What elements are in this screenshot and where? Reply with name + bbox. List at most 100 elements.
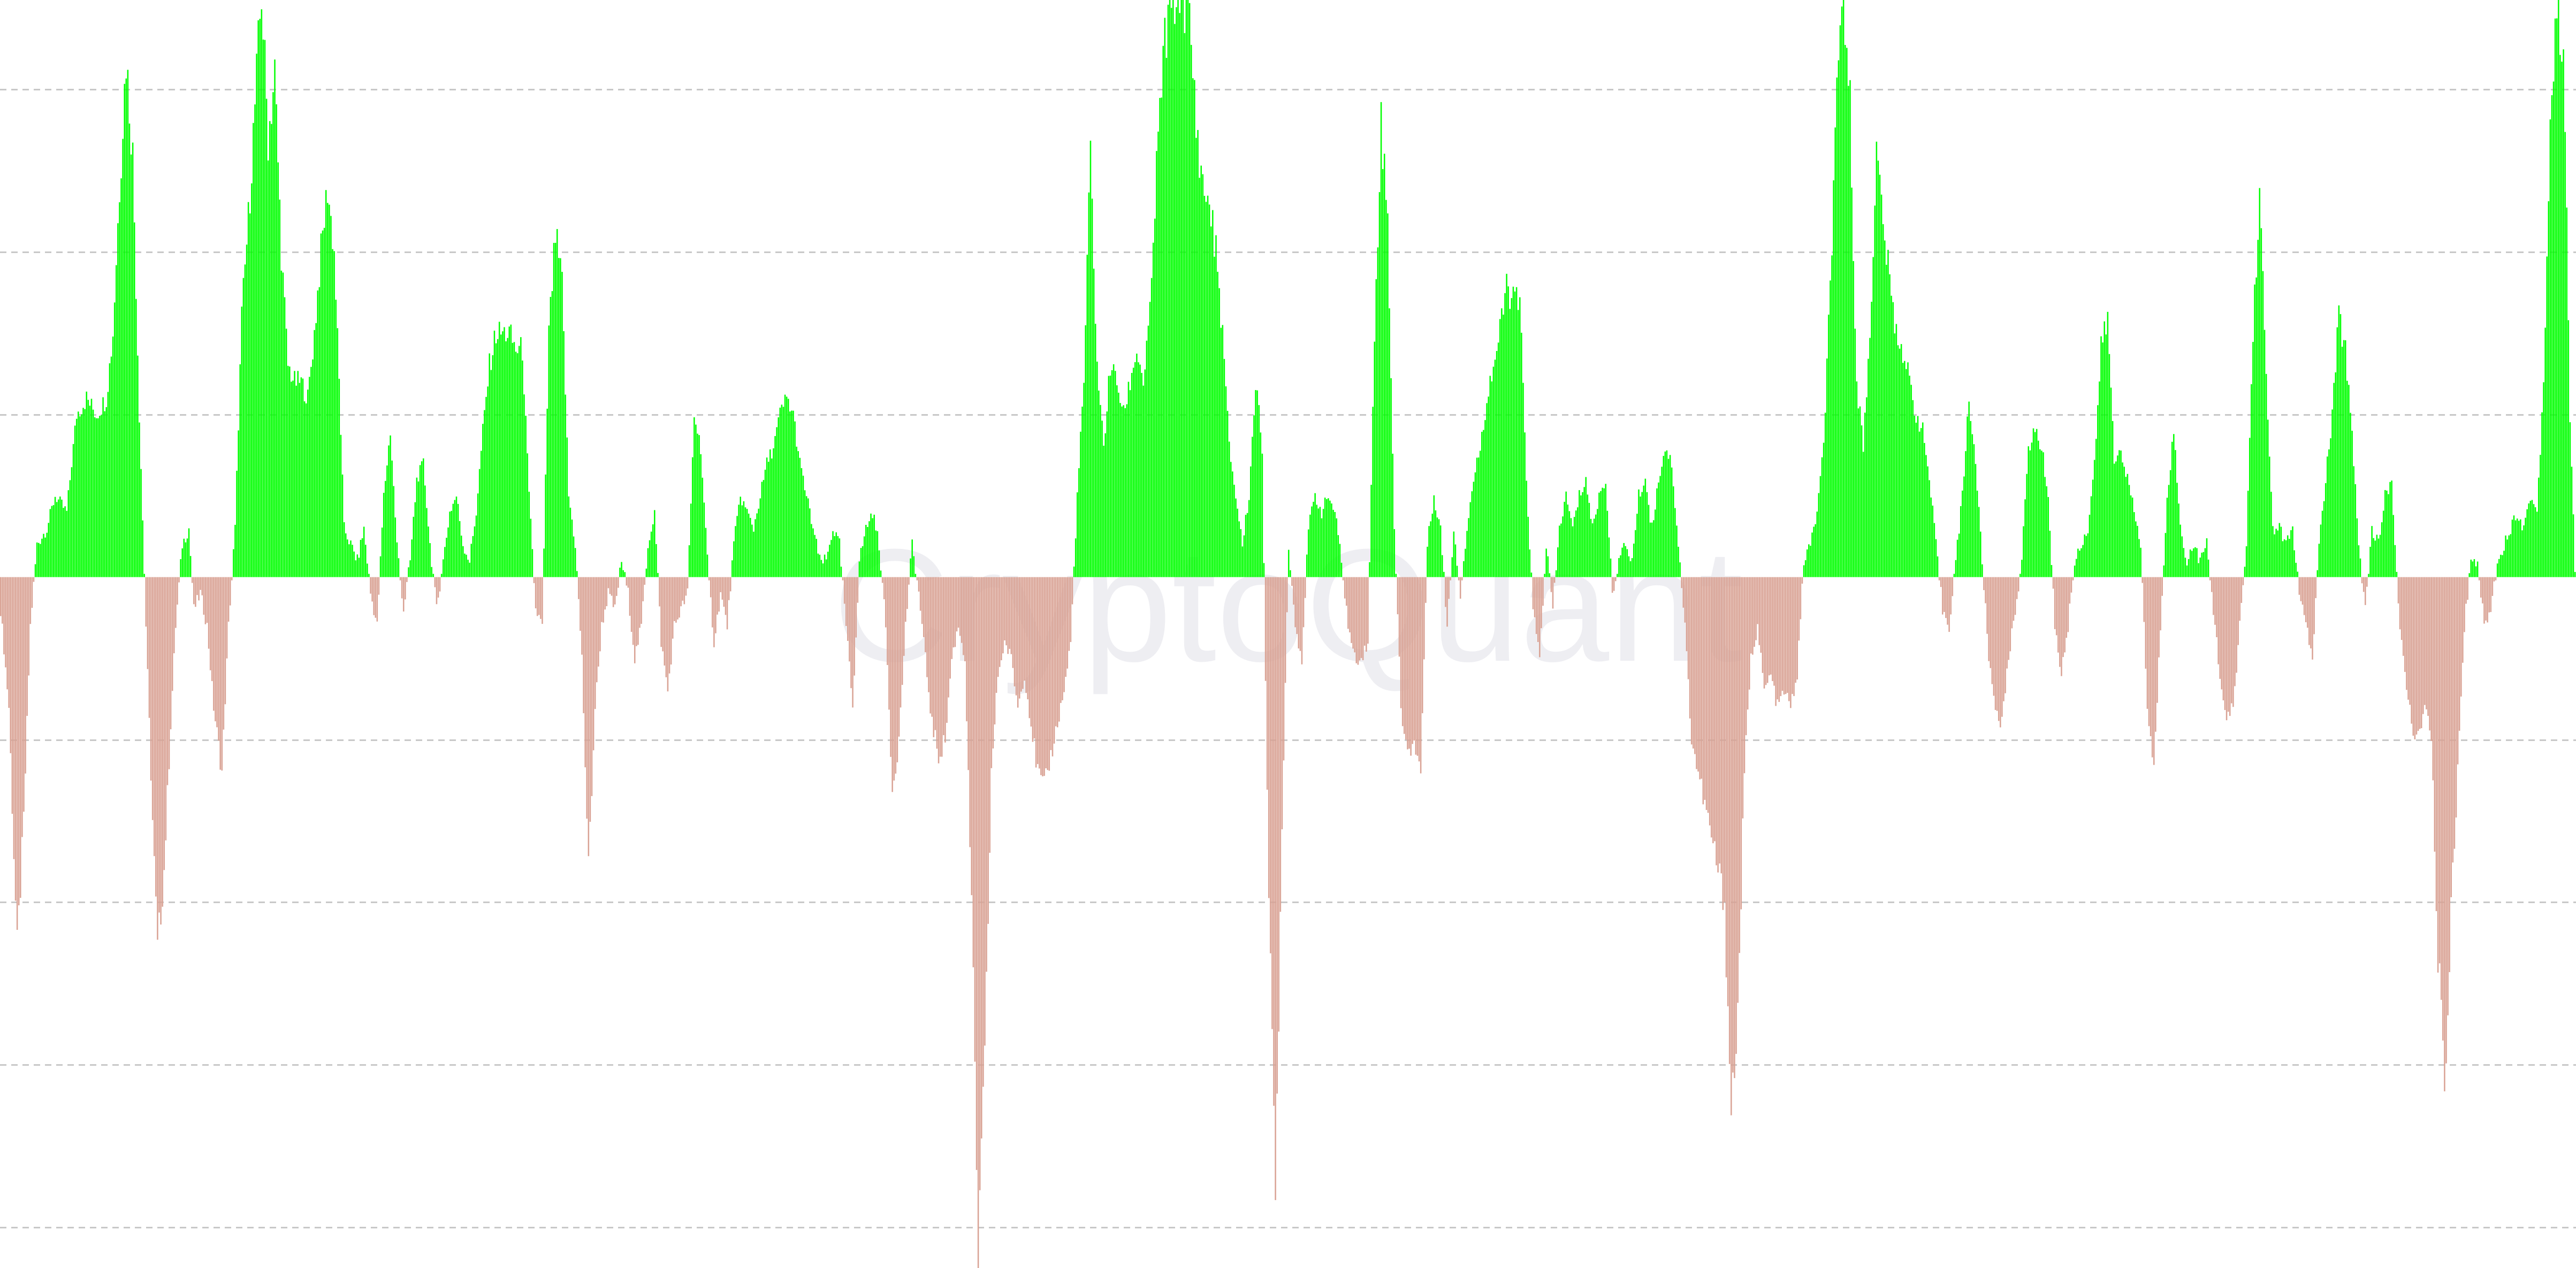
bar [2166,498,2168,577]
bar [2069,577,2071,604]
bar [58,499,59,577]
bar [303,401,306,577]
bar [702,477,704,577]
bar [1068,577,1070,651]
bar [1788,577,1790,701]
bar [158,577,160,913]
bar [1056,577,1058,728]
bar [1570,518,1572,577]
bar [238,430,239,577]
bar [1716,577,1717,866]
bar [2500,554,2502,577]
bar [668,577,670,674]
bar [437,577,439,598]
bar [1232,471,1233,577]
bar [2123,467,2125,577]
bar [1882,224,1884,577]
bar [160,577,162,925]
bar [2445,577,2447,1064]
bar [1169,0,1171,577]
bar [901,577,903,685]
bar [2523,525,2525,577]
bar [2331,409,2333,577]
bar [659,577,660,607]
bar [148,577,150,718]
bar [2379,534,2381,577]
bar [345,533,347,577]
bar [2404,577,2406,672]
bar [951,577,953,659]
bar [1005,577,1007,646]
bar [1004,577,1005,640]
bar [1757,577,1758,624]
bar [485,396,487,577]
bar [964,577,966,661]
bar [482,424,484,577]
bar [986,577,987,972]
bar [1534,577,1536,617]
bar [1932,506,1934,577]
bar [257,20,259,577]
bar [1283,577,1285,761]
bar [75,418,78,577]
bar [2358,545,2360,577]
bar [1157,131,1159,577]
bar [2070,577,2072,593]
bar [890,577,891,757]
bar [1415,577,1417,755]
bar [698,435,700,577]
bar [41,538,43,577]
bar [1811,532,1813,577]
bar [135,299,137,577]
bar [1147,325,1149,577]
bar [188,528,190,577]
bar [1273,577,1275,1106]
bar [918,577,920,592]
bar [2104,321,2105,577]
bar [548,325,550,577]
bar [2438,577,2441,964]
bar [1428,526,1430,577]
bar [394,517,397,577]
bar [2234,577,2236,686]
bar [2470,560,2472,577]
bar [2207,559,2209,577]
bar [402,577,405,612]
bar [191,577,193,583]
bar [538,577,540,615]
bar [1418,577,1420,762]
bar [502,331,504,577]
bar [1185,0,1187,577]
bar [1762,577,1764,673]
bar [1439,525,1442,577]
bar [10,577,12,753]
bar [825,559,827,577]
bar [2024,499,2026,577]
bar [2267,419,2269,577]
bar [1509,309,1511,577]
bar [708,577,710,580]
bar [1971,434,1973,577]
bar [1737,577,1739,1003]
bar [1849,80,1851,577]
bar [1136,353,1138,577]
bar [1687,577,1689,679]
bar [867,526,868,577]
bar [1104,433,1106,577]
bar [2397,577,2399,604]
bar [2447,577,2449,1015]
bar [571,520,573,577]
bar [2369,547,2371,577]
bar [2506,539,2508,577]
bar [112,337,114,577]
bar [875,530,877,577]
bar [279,200,281,577]
bar [1215,235,1217,577]
bar [1407,577,1408,750]
bar [1552,577,1554,609]
bar [1824,413,1826,577]
bar [2242,577,2244,585]
bar [2400,577,2403,640]
bar [1405,577,1407,740]
bar [543,548,545,577]
